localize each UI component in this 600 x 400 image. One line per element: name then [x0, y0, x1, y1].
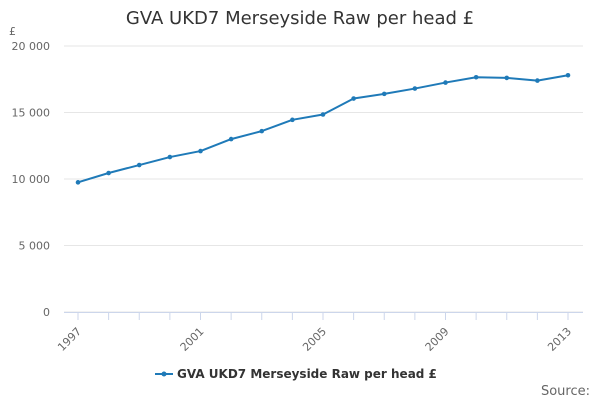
- x-tick-label: 2001: [178, 325, 207, 354]
- y-tick-label: 15 000: [12, 107, 51, 120]
- y-tick-label: 0: [43, 306, 50, 319]
- legend-label: GVA UKD7 Merseyside Raw per head £: [177, 367, 437, 381]
- x-tick-label: 2009: [423, 325, 452, 354]
- legend[interactable]: GVA UKD7 Merseyside Raw per head £: [155, 367, 437, 381]
- data-point[interactable]: [198, 148, 203, 154]
- data-point[interactable]: [259, 128, 265, 134]
- y-tick-label: 10 000: [12, 173, 51, 186]
- data-point[interactable]: [106, 170, 111, 176]
- source-label: Source:: [541, 384, 590, 399]
- data-point[interactable]: [443, 80, 448, 85]
- data-point[interactable]: [351, 96, 356, 101]
- y-tick-label: 20 000: [12, 40, 51, 53]
- x-tick-label: 1997: [55, 325, 84, 354]
- data-point[interactable]: [504, 75, 510, 81]
- data-point[interactable]: [136, 162, 142, 168]
- data-point[interactable]: [228, 136, 234, 142]
- chart-title: GVA UKD7 Merseyside Raw per head £: [126, 8, 474, 29]
- data-point[interactable]: [320, 112, 326, 117]
- y-axis-unit: £: [9, 25, 16, 38]
- data-point[interactable]: [75, 180, 81, 185]
- data-point[interactable]: [412, 86, 418, 91]
- x-tick-label: 2013: [545, 325, 574, 354]
- data-point[interactable]: [381, 91, 387, 97]
- data-point[interactable]: [535, 78, 540, 83]
- data-point[interactable]: [167, 154, 173, 160]
- gridlines: [64, 45, 583, 313]
- data-point[interactable]: [290, 117, 295, 123]
- series-line: [77, 74, 569, 184]
- data-point[interactable]: [565, 72, 571, 78]
- y-axis-ticks: 0 5 000 10 000 15 000 20 000: [12, 40, 51, 319]
- y-tick-label: 5 000: [19, 240, 51, 253]
- data-point[interactable]: [473, 74, 479, 80]
- x-tick-label: 2005: [300, 325, 329, 354]
- legend-swatch-marker: [161, 371, 167, 377]
- x-axis: 1997 2001 2005 2009 2013: [55, 312, 583, 354]
- series-group: [75, 72, 571, 185]
